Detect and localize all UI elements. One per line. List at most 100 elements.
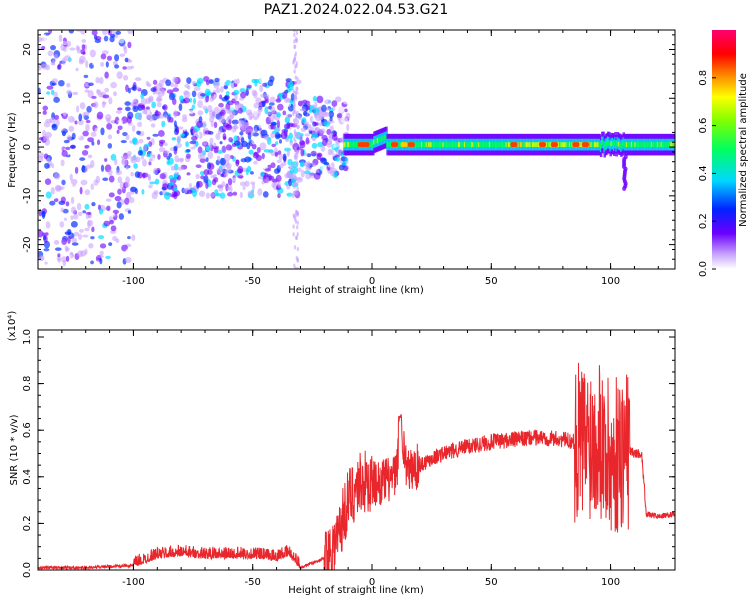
spectrogram-cell xyxy=(276,120,281,128)
spectrogram-cell xyxy=(155,83,163,91)
spectrogram-cell xyxy=(232,191,238,196)
spectrogram-cell xyxy=(126,66,133,70)
spectrogram-cell xyxy=(209,192,215,198)
spectrogram-cell xyxy=(196,180,203,188)
spectrogram-cell xyxy=(260,171,265,177)
snr-y-tick-label: 0.4 xyxy=(22,469,33,485)
spectrogram-cell xyxy=(253,160,258,165)
spectrogram-cell xyxy=(334,156,341,162)
spectrogram-cell xyxy=(172,87,180,92)
spectrogram-cell xyxy=(89,49,96,58)
spectrogram-cell xyxy=(171,137,177,141)
spectrogram-cell xyxy=(115,169,123,176)
spectrogram-cell xyxy=(281,128,289,133)
spectrogram-cell xyxy=(43,240,50,249)
spectrogram-cell xyxy=(232,125,239,130)
spectrogram-cell xyxy=(173,110,178,118)
spectrogram-cell xyxy=(197,146,203,154)
snr-y-tick-label: 0.6 xyxy=(22,422,33,438)
spectrogram-cell xyxy=(343,169,350,178)
spectrogram-cell xyxy=(70,206,77,214)
spectrogram-cell xyxy=(293,245,297,250)
spectrogram-cell xyxy=(192,97,197,105)
spectrogram-cell xyxy=(280,131,288,140)
spectrogram-cell xyxy=(292,109,296,115)
spectrogram-cell xyxy=(137,150,143,156)
spectrogram-cell xyxy=(145,81,150,86)
spectrogram-cell xyxy=(87,137,94,143)
spectrogram-cell xyxy=(53,96,60,103)
spectrogram-cell xyxy=(315,169,320,174)
spectrogram-cell xyxy=(124,197,130,205)
spectrogram-cell xyxy=(60,159,65,167)
spectrogram-cell xyxy=(90,131,97,137)
spectrogram-cell xyxy=(87,90,94,99)
spectrogram-cell xyxy=(237,107,243,114)
snr-y-tick-label: 0.8 xyxy=(22,376,33,392)
spectrogram-cell xyxy=(91,95,97,99)
spectrogram-cell xyxy=(271,143,277,148)
spectrogram-cell xyxy=(57,63,62,70)
spectrogram-cell xyxy=(130,171,134,177)
spectrogram-cell xyxy=(277,103,284,111)
spectrogram-cell xyxy=(289,168,295,174)
spectrogram-cell xyxy=(81,164,86,173)
spectrogram-cell xyxy=(362,142,370,148)
spectrogram-cell xyxy=(100,53,107,60)
spectrogram-cell xyxy=(150,123,156,128)
spectrogram-cell xyxy=(84,111,90,117)
spectrogram-cell xyxy=(212,145,220,150)
spectrogram-cell xyxy=(142,172,146,179)
spectrogram-cell xyxy=(45,64,51,71)
spectrogram-cell xyxy=(293,44,296,49)
spectrogram-cell xyxy=(316,153,322,160)
spectrogram-cell xyxy=(192,166,198,173)
spectrogram-cell xyxy=(109,117,115,126)
spectrogram-cell xyxy=(209,96,215,102)
spectrogram-cell xyxy=(95,76,100,84)
spectrogram-cell xyxy=(195,164,202,169)
spectrogram-cell xyxy=(191,81,197,86)
spectrogram-cell xyxy=(80,30,86,35)
spectrogram-cell xyxy=(127,41,132,49)
spectrogram-cell xyxy=(207,169,213,175)
spectrogram-cell xyxy=(324,99,332,105)
spectrogram-cell xyxy=(292,224,295,229)
snr-y-label: SNR (10 * v/v) xyxy=(9,414,20,485)
spectrogram-cell xyxy=(151,192,158,200)
spectrogram-cell xyxy=(200,175,205,180)
spectrogram-cell xyxy=(166,89,174,94)
spectrogram-cell xyxy=(294,139,297,144)
spectrogram-cell xyxy=(84,203,90,210)
spectrogram-cell xyxy=(264,106,269,115)
spectrogram-cell xyxy=(110,153,117,161)
spectrogram-cell xyxy=(38,36,43,43)
spectrogram-cell xyxy=(240,158,247,163)
spectrogram-cell xyxy=(168,175,174,180)
spectrogram-cell xyxy=(297,88,304,95)
spectrogram-cell xyxy=(96,111,104,120)
spectrogram-cell xyxy=(125,191,132,200)
spectrogram-cell xyxy=(152,158,158,166)
spectrogram-cell xyxy=(49,200,56,206)
spectrogram-cell xyxy=(296,246,300,252)
colorbar-label: Normalized spectral amplitude xyxy=(738,73,749,227)
spectrogram-cell xyxy=(294,153,297,158)
spectrogram-cell xyxy=(227,191,234,197)
spectrogram-cell xyxy=(173,186,178,192)
spectrogram-cell xyxy=(219,157,226,166)
spectrogram-cell xyxy=(308,109,313,113)
spectrogram-cell xyxy=(285,138,290,143)
spectrogram-cell xyxy=(179,157,185,162)
spectrogram-cell xyxy=(275,98,282,103)
snr-y-ticks: 0.0 0.2 0.4 0.6 0.8 1.0 xyxy=(22,329,675,578)
spectrogram-cell xyxy=(292,118,296,123)
spectrogram-cell xyxy=(322,138,328,147)
spectrogram-cell xyxy=(257,188,263,196)
spectrogram-cell xyxy=(226,186,231,191)
spectrogram-cell xyxy=(261,100,266,107)
spectrogram-cell xyxy=(131,234,136,241)
spectrogram-cell xyxy=(300,169,305,178)
spectrogram-cell xyxy=(58,124,64,132)
